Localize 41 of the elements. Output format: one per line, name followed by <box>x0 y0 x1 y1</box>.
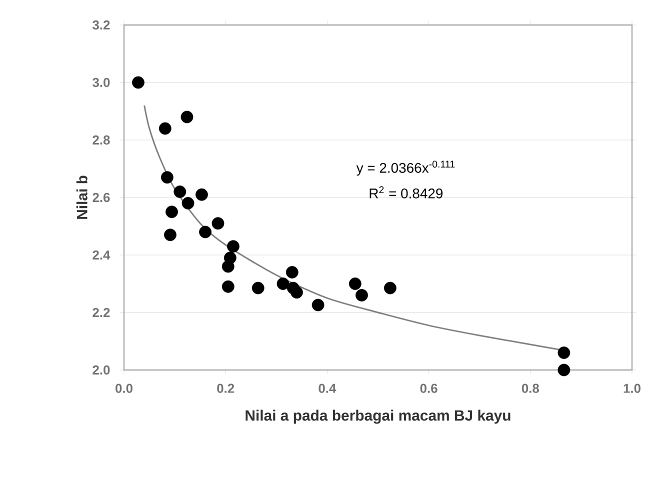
y-tick-label: 3.2 <box>92 20 110 30</box>
point <box>290 286 303 299</box>
x-tick-label: 1.0 <box>624 384 640 393</box>
point <box>384 282 396 294</box>
point <box>212 217 224 230</box>
point <box>558 346 570 359</box>
point <box>132 76 144 89</box>
y-tick-label: 3.0 <box>92 78 110 88</box>
point <box>160 171 174 184</box>
point <box>348 278 362 290</box>
point <box>222 260 234 273</box>
point <box>558 364 570 376</box>
y-tick-label: 2.8 <box>92 135 110 145</box>
y-tick-label: 2.6 <box>92 192 110 202</box>
point <box>252 282 264 294</box>
point <box>199 226 212 238</box>
annotation: R$^{2}$ = 0.8429 <box>370 186 443 198</box>
x-axis-title: Nilai a pada berbagai macam BJ kayu <box>246 410 510 424</box>
annotation: y = 2.0366x$^{-0.111}$ <box>356 160 455 176</box>
point <box>182 197 194 210</box>
x-tick-label: 0.6 <box>420 384 438 393</box>
y-tick-label: 2.0 <box>92 365 110 375</box>
x-tick-label: 0.4 <box>318 384 336 393</box>
point <box>174 186 186 198</box>
y-tick-label: 2.2 <box>92 308 110 318</box>
x-tick-label: 0.0 <box>116 384 132 393</box>
point <box>356 289 368 302</box>
point <box>180 110 194 124</box>
point <box>164 228 176 242</box>
x-tick-label: 0.8 <box>522 384 540 393</box>
point <box>196 188 208 201</box>
point <box>286 266 298 278</box>
point <box>312 298 324 312</box>
point <box>158 122 172 135</box>
x-tick-label: 0.2 <box>217 384 234 393</box>
point <box>222 280 234 293</box>
point <box>166 206 178 218</box>
point <box>227 240 240 253</box>
point <box>276 278 290 290</box>
y-axis-title: Nilai b <box>76 176 88 219</box>
y-tick-label: 2.4 <box>92 250 110 260</box>
